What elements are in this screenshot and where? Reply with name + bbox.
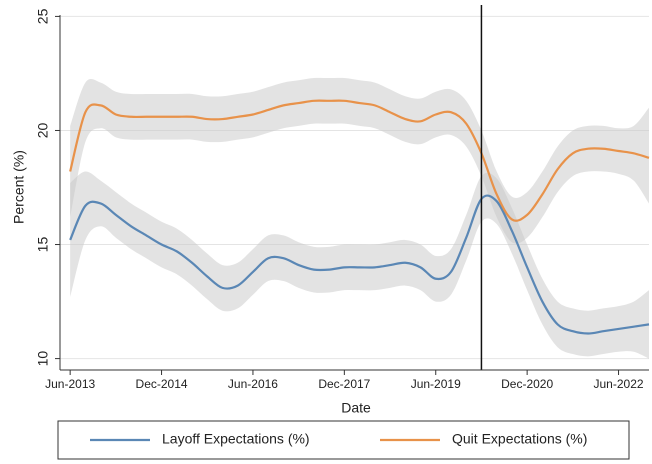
legend-label: Quit Expectations (%) <box>452 431 587 447</box>
confidence-band <box>70 171 650 359</box>
x-tick-label: Dec-2020 <box>501 377 553 391</box>
x-tick-label: Jun-2022 <box>594 377 644 391</box>
x-tick-label: Jun-2013 <box>45 377 95 391</box>
x-axis-label: Date <box>341 400 371 416</box>
legend-box <box>57 420 630 460</box>
x-tick-label: Jun-2016 <box>228 377 278 391</box>
series-line <box>69 194 650 335</box>
x-tick-label: Jun-2019 <box>411 377 461 391</box>
y-tick-label: 10 <box>35 351 51 367</box>
y-tick-label: 20 <box>35 122 51 138</box>
series-line <box>69 99 650 222</box>
x-tick-label: Dec-2014 <box>136 377 188 391</box>
y-tick-label: 15 <box>35 237 51 253</box>
x-tick-label: Dec-2017 <box>318 377 370 391</box>
y-tick-label: 25 <box>35 8 51 24</box>
legend-label: Layoff Expectations (%) <box>162 431 310 447</box>
y-axis-label: Percent (%) <box>11 150 27 224</box>
